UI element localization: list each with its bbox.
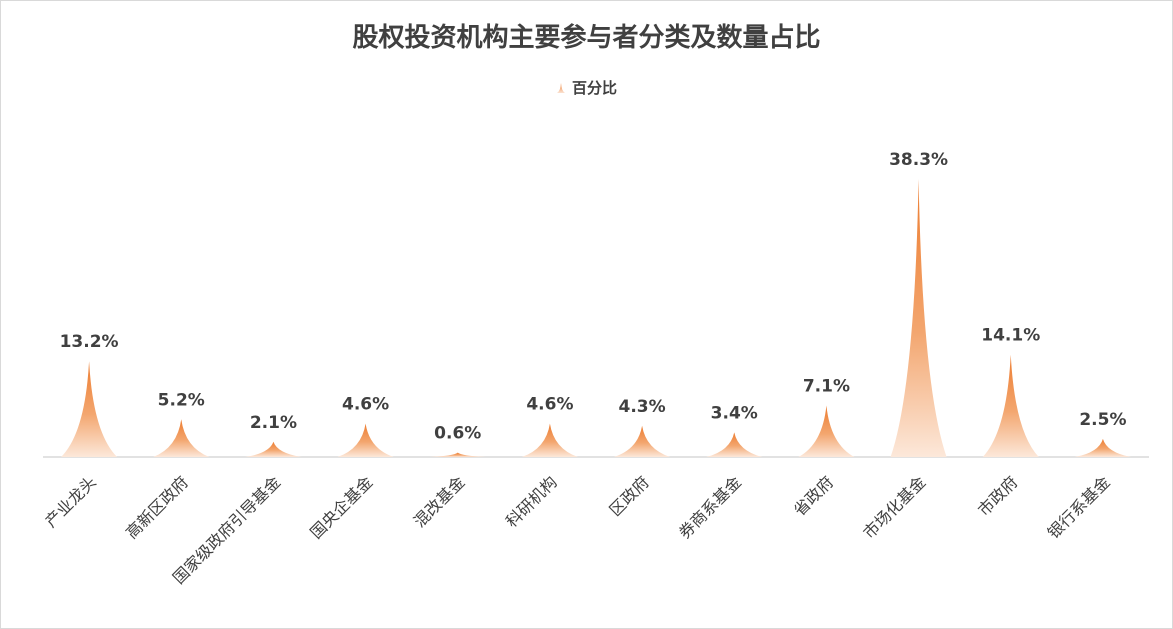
peak-mark bbox=[337, 423, 394, 457]
category-tick-label: 市政府 bbox=[974, 472, 1021, 519]
data-label: 0.6% bbox=[434, 424, 481, 444]
category-tick-label: 区政府 bbox=[606, 472, 653, 519]
peak-mark bbox=[706, 432, 763, 457]
data-label: 13.2% bbox=[60, 332, 119, 352]
data-label: 4.6% bbox=[342, 395, 389, 415]
data-label: 3.4% bbox=[711, 403, 758, 423]
data-label: 2.1% bbox=[250, 413, 297, 433]
data-label: 4.3% bbox=[619, 397, 666, 417]
peak-mark bbox=[245, 441, 302, 457]
peak-mark bbox=[429, 452, 486, 457]
category-tick-label: 科研机构 bbox=[502, 472, 561, 531]
peak-mark bbox=[982, 354, 1039, 457]
category-tick-label: 国央企基金 bbox=[306, 472, 376, 542]
peak-mark bbox=[1074, 438, 1131, 457]
peak-mark bbox=[614, 425, 671, 457]
data-label: 14.1% bbox=[981, 326, 1040, 346]
peak-mark bbox=[61, 361, 118, 457]
data-label: 2.5% bbox=[1079, 410, 1126, 430]
legend-label: 百分比 bbox=[571, 79, 617, 97]
category-tick-label: 银行系基金 bbox=[1044, 472, 1114, 542]
category-tick-label: 高新区政府 bbox=[122, 472, 192, 542]
peak-mark bbox=[798, 405, 855, 457]
peak-mark bbox=[153, 419, 210, 457]
peak-mark bbox=[890, 179, 947, 457]
data-label: 5.2% bbox=[158, 390, 205, 410]
legend-swatch bbox=[556, 82, 565, 93]
legend: 百分比 bbox=[1, 77, 1172, 98]
data-label: 7.1% bbox=[803, 376, 850, 396]
chart-title: 股权投资机构主要参与者分类及数量占比 bbox=[352, 23, 821, 53]
category-tick-label: 市场化基金 bbox=[859, 472, 929, 542]
category-tick-label: 混改基金 bbox=[410, 472, 469, 531]
data-label: 38.3% bbox=[889, 150, 948, 170]
category-tick-label: 产业龙头 bbox=[41, 472, 100, 531]
category-tick-label: 省政府 bbox=[790, 472, 837, 519]
peak-mark bbox=[521, 423, 578, 457]
data-label: 4.6% bbox=[526, 395, 573, 415]
category-tick-label: 券商系基金 bbox=[675, 472, 745, 542]
